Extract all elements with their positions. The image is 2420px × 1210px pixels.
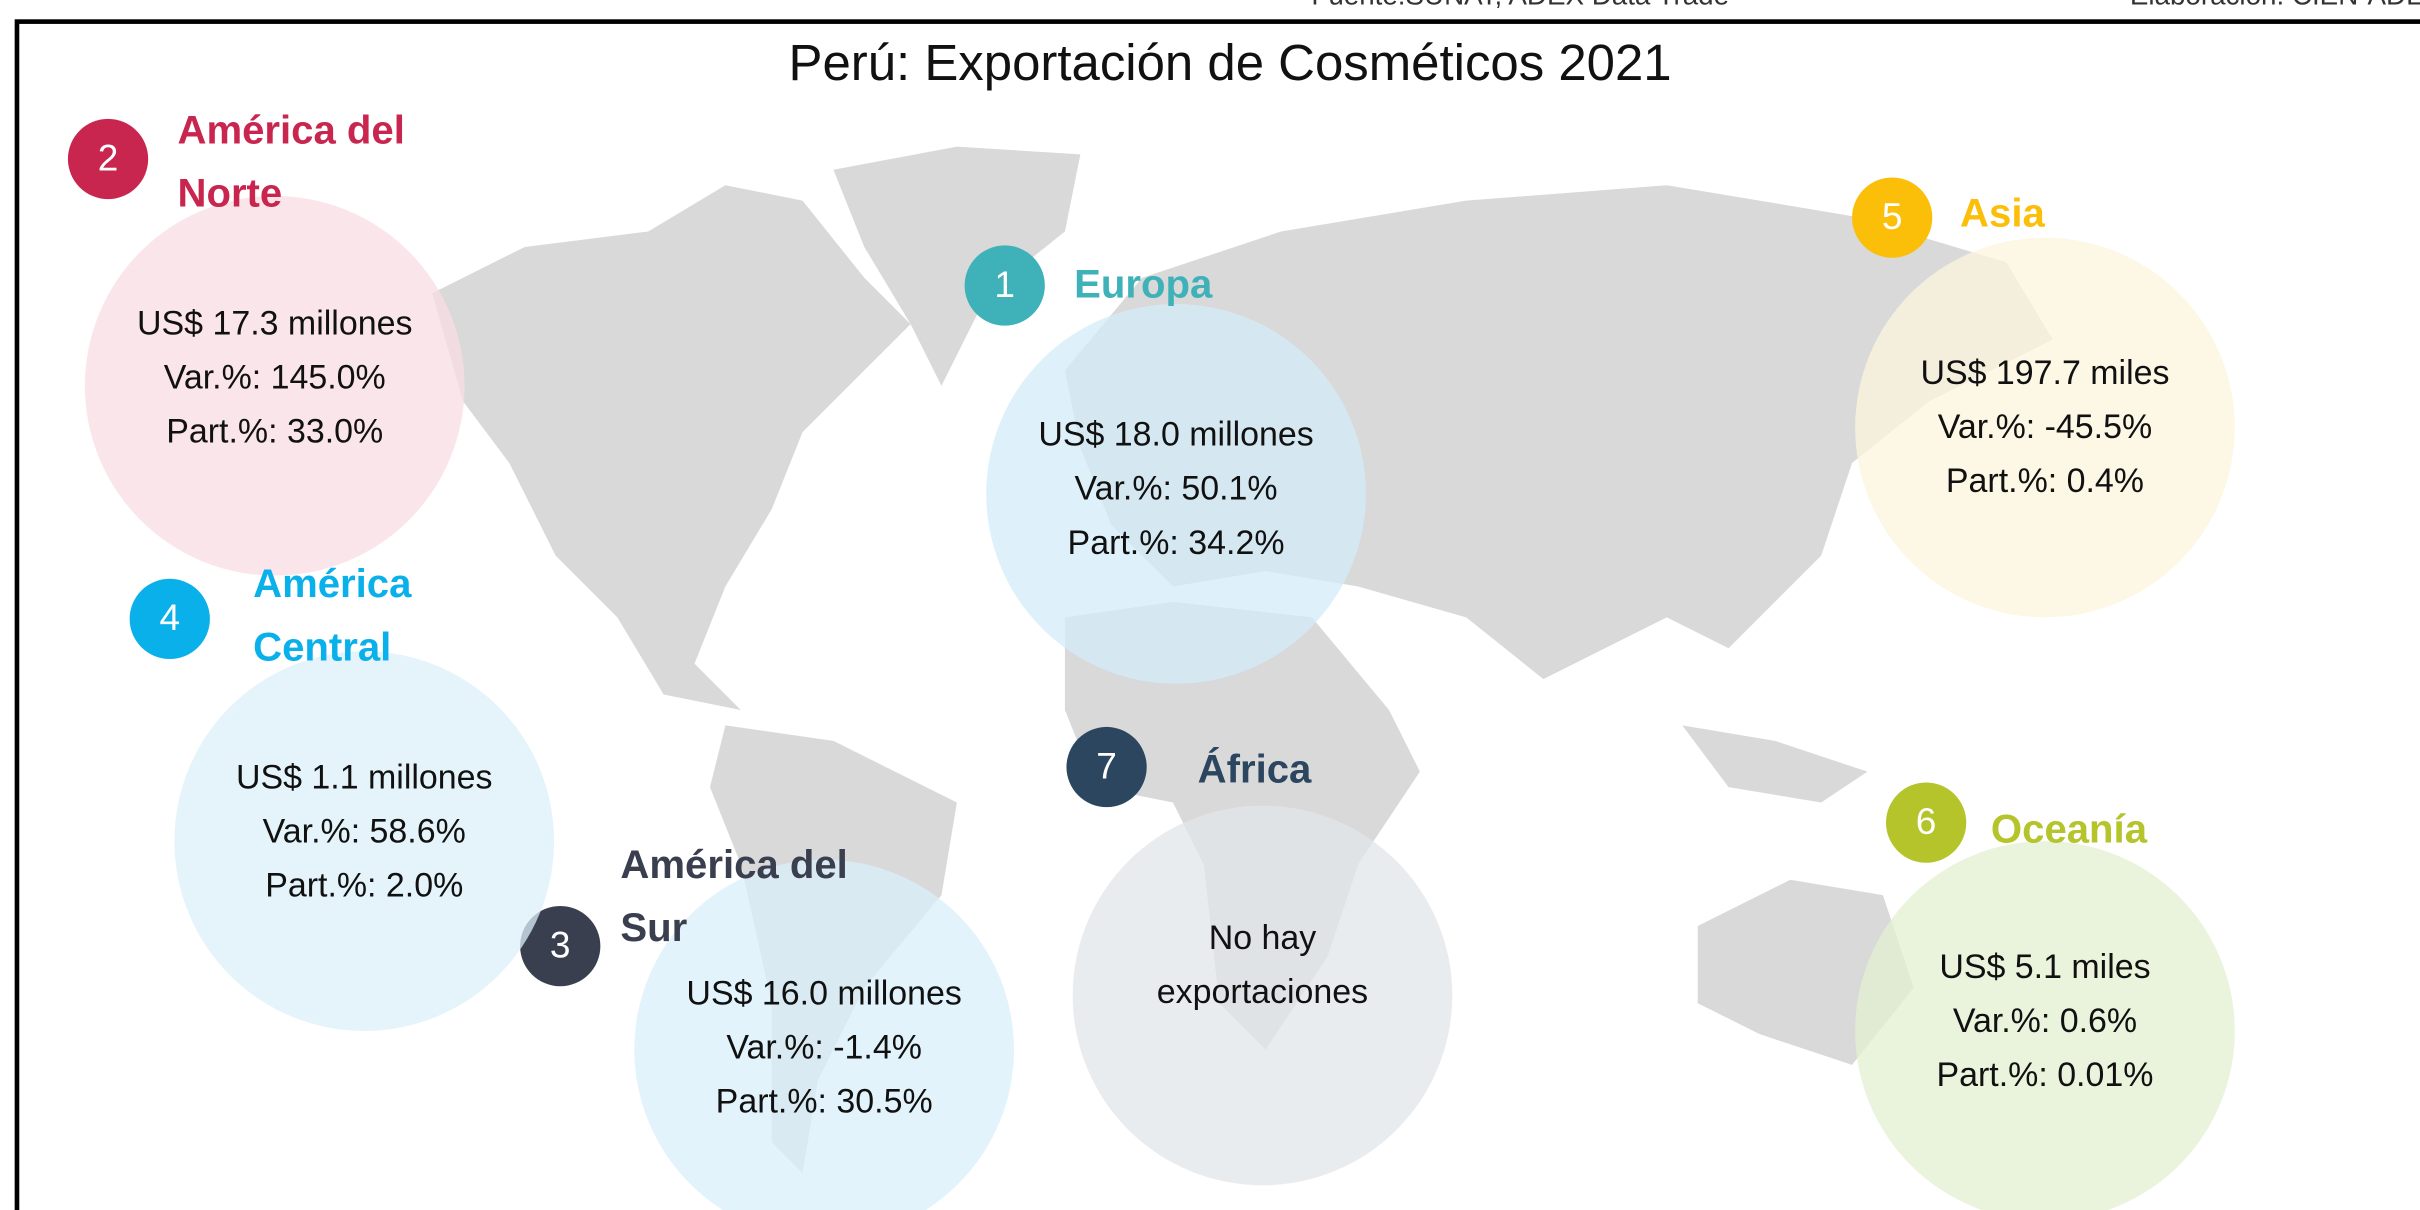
region-number: 5: [1882, 195, 1903, 237]
region-number: 6: [1916, 800, 1937, 842]
region-stat: Var.%: 50.1%: [1074, 470, 1277, 508]
region-stat: Var.%: 0.6%: [1953, 1002, 2137, 1040]
regions: 1 Europa US$ 18.0 millones Var.%: 50.1% Part…: [67, 107, 2235, 1210]
region-stat: Part.%: 34.2%: [1068, 524, 1285, 562]
region-stat: US$ 5.1 miles: [1939, 948, 2150, 986]
region-name: Central: [253, 624, 391, 669]
region-badge: [1885, 782, 1967, 863]
region-stat: Var.%: -45.5%: [1938, 408, 2152, 446]
region-stat: Var.%: 58.6%: [263, 812, 466, 850]
region-bubble: [634, 859, 1014, 1210]
region-stat: Part.%: 0.01%: [1936, 1056, 2153, 1094]
region-name: América del: [177, 107, 404, 152]
region-stat: exportaciones: [1157, 973, 1368, 1011]
region-stat: US$ 197.7 miles: [1920, 354, 2169, 392]
region-number: 1: [994, 263, 1015, 305]
region-bubble: [1855, 237, 2235, 618]
region-number: 3: [550, 923, 571, 965]
credit: Elaboración: CIEN-ADEX: [2130, 0, 2420, 10]
region-name: Sur: [620, 905, 687, 950]
region-badge: [1066, 726, 1147, 808]
region-number: 2: [98, 136, 119, 178]
region-name: Norte: [177, 171, 282, 216]
region-stat: Var.%: -1.4%: [726, 1028, 922, 1066]
region-stat: Part.%: 30.5%: [716, 1082, 933, 1120]
region-stat: US$ 17.3 millones: [137, 305, 412, 343]
frame: [14, 19, 2420, 1210]
title: Perú: Exportación de Cosméticos 2021: [788, 34, 1671, 91]
region-name: África: [1198, 746, 1312, 791]
region-stat: Part.%: 33.0%: [166, 413, 383, 451]
region-stat: Var.%: 145.0%: [164, 359, 386, 397]
region-name: Oceanía: [1991, 806, 2148, 851]
region-badge: [129, 578, 210, 660]
region-bubble: [986, 304, 1366, 684]
region-bubble: [1072, 805, 1453, 1186]
region-number: 4: [159, 596, 180, 638]
region-name: Europa: [1074, 262, 1213, 307]
region-stat: US$ 16.0 millones: [686, 974, 961, 1012]
source: Fuente:SUNAT, ADEX Data Trade: [1311, 0, 1729, 10]
region-stat: No hay: [1209, 919, 1317, 957]
region-badge: [964, 245, 1045, 326]
region-badge: [520, 905, 601, 987]
region-stat: Part.%: 0.4%: [1946, 462, 2144, 500]
region-badge: [1852, 177, 1933, 258]
region-name: América del: [620, 842, 847, 887]
region-stat: US$ 18.0 millones: [1038, 416, 1313, 454]
region-name: América: [253, 561, 412, 606]
region-badge: [67, 118, 149, 200]
region-bubble: [1855, 841, 2235, 1210]
region-bubble: [84, 196, 465, 576]
region-name: Asia: [1960, 191, 2045, 236]
region-stat: Part.%: 2.0%: [265, 866, 463, 904]
region-number: 7: [1096, 744, 1117, 786]
region-stat: US$ 1.1 millones: [236, 758, 493, 796]
region-bubble: [174, 651, 555, 1031]
